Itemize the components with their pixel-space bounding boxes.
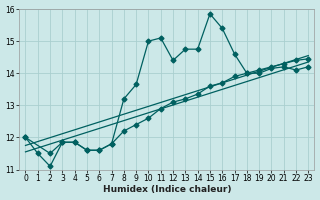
X-axis label: Humidex (Indice chaleur): Humidex (Indice chaleur) [103,185,231,194]
